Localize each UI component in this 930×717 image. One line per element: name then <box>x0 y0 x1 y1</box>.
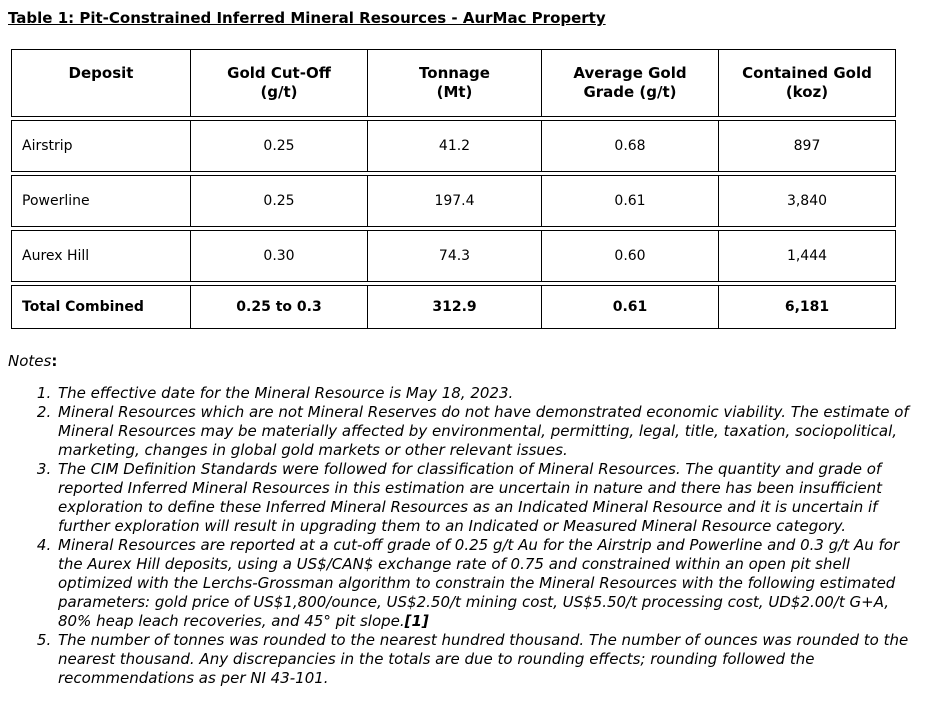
cell-deposit: Total Combined <box>11 285 191 329</box>
header-label: Deposit <box>68 64 134 82</box>
cell-deposit: Airstrip <box>11 120 191 172</box>
note-text: The effective date for the Mineral Resou… <box>58 384 514 402</box>
cell-gold-cutoff: 0.25 <box>191 175 368 227</box>
document-page: Table 1: Pit-Constrained Inferred Minera… <box>0 0 930 696</box>
header-row: Deposit Gold Cut-Off (g/t) Tonnage (Mt) … <box>11 49 896 117</box>
cell-contained-gold: 1,444 <box>719 230 896 282</box>
note-text: Mineral Resources are reported at a cut-… <box>58 536 900 630</box>
cell-tonnage: 197.4 <box>368 175 542 227</box>
cell-tonnage: 41.2 <box>368 120 542 172</box>
note-item-3: The CIM Definition Standards were follow… <box>56 460 918 536</box>
notes-colon: : <box>51 352 58 370</box>
header-label: Tonnage <box>419 64 490 82</box>
cell-gold-cutoff: 0.25 <box>191 120 368 172</box>
note-item-5: The number of tonnes was rounded to the … <box>56 631 918 688</box>
header-label: Grade (g/t) <box>583 83 677 101</box>
header-label: (Mt) <box>436 83 473 101</box>
cell-contained-gold: 3,840 <box>719 175 896 227</box>
cell-contained-gold: 897 <box>719 120 896 172</box>
page-title: Table 1: Pit-Constrained Inferred Minera… <box>8 9 606 27</box>
header-cell-tonnage: Tonnage (Mt) <box>368 49 542 117</box>
cell-avg-grade: 0.68 <box>542 120 719 172</box>
table-row: Powerline 0.25 197.4 0.61 3,840 <box>11 175 896 227</box>
note-ref-marker: [1] <box>404 612 429 630</box>
note-item-2: Mineral Resources which are not Mineral … <box>56 403 918 460</box>
cell-tonnage: 74.3 <box>368 230 542 282</box>
notes-section: Notes: The effective date for the Minera… <box>8 352 922 688</box>
cell-deposit: Aurex Hill <box>11 230 191 282</box>
cell-contained-gold: 6,181 <box>719 285 896 329</box>
cell-avg-grade: 0.60 <box>542 230 719 282</box>
header-label: Gold Cut-Off <box>227 64 331 82</box>
cell-avg-grade: 0.61 <box>542 285 719 329</box>
header-cell-contained-gold: Contained Gold (koz) <box>719 49 896 117</box>
table-row: Aurex Hill 0.30 74.3 0.60 1,444 <box>11 230 896 282</box>
header-label: (g/t) <box>260 83 298 101</box>
header-cell-deposit: Deposit <box>11 49 191 117</box>
header-label: (koz) <box>785 83 829 101</box>
cell-deposit: Powerline <box>11 175 191 227</box>
cell-tonnage: 312.9 <box>368 285 542 329</box>
header-label: Average Gold <box>573 64 687 82</box>
note-text: Mineral Resources which are not Mineral … <box>58 403 909 459</box>
cell-gold-cutoff: 0.30 <box>191 230 368 282</box>
total-row: Total Combined 0.25 to 0.3 312.9 0.61 6,… <box>11 285 896 329</box>
cell-avg-grade: 0.61 <box>542 175 719 227</box>
header-cell-gold-cutoff: Gold Cut-Off (g/t) <box>191 49 368 117</box>
header-label <box>16 83 186 102</box>
header-cell-avg-grade: Average Gold Grade (g/t) <box>542 49 719 117</box>
cell-gold-cutoff: 0.25 to 0.3 <box>191 285 368 329</box>
note-item-1: The effective date for the Mineral Resou… <box>56 384 918 403</box>
notes-list: The effective date for the Mineral Resou… <box>8 384 922 688</box>
note-text: The CIM Definition Standards were follow… <box>58 460 882 535</box>
resources-table: Deposit Gold Cut-Off (g/t) Tonnage (Mt) … <box>11 46 896 332</box>
note-text: The number of tonnes was rounded to the … <box>58 631 909 687</box>
header-label: Contained Gold <box>742 64 872 82</box>
note-item-4: Mineral Resources are reported at a cut-… <box>56 536 918 631</box>
notes-label: Notes <box>8 352 52 370</box>
table-row: Airstrip 0.25 41.2 0.68 897 <box>11 120 896 172</box>
